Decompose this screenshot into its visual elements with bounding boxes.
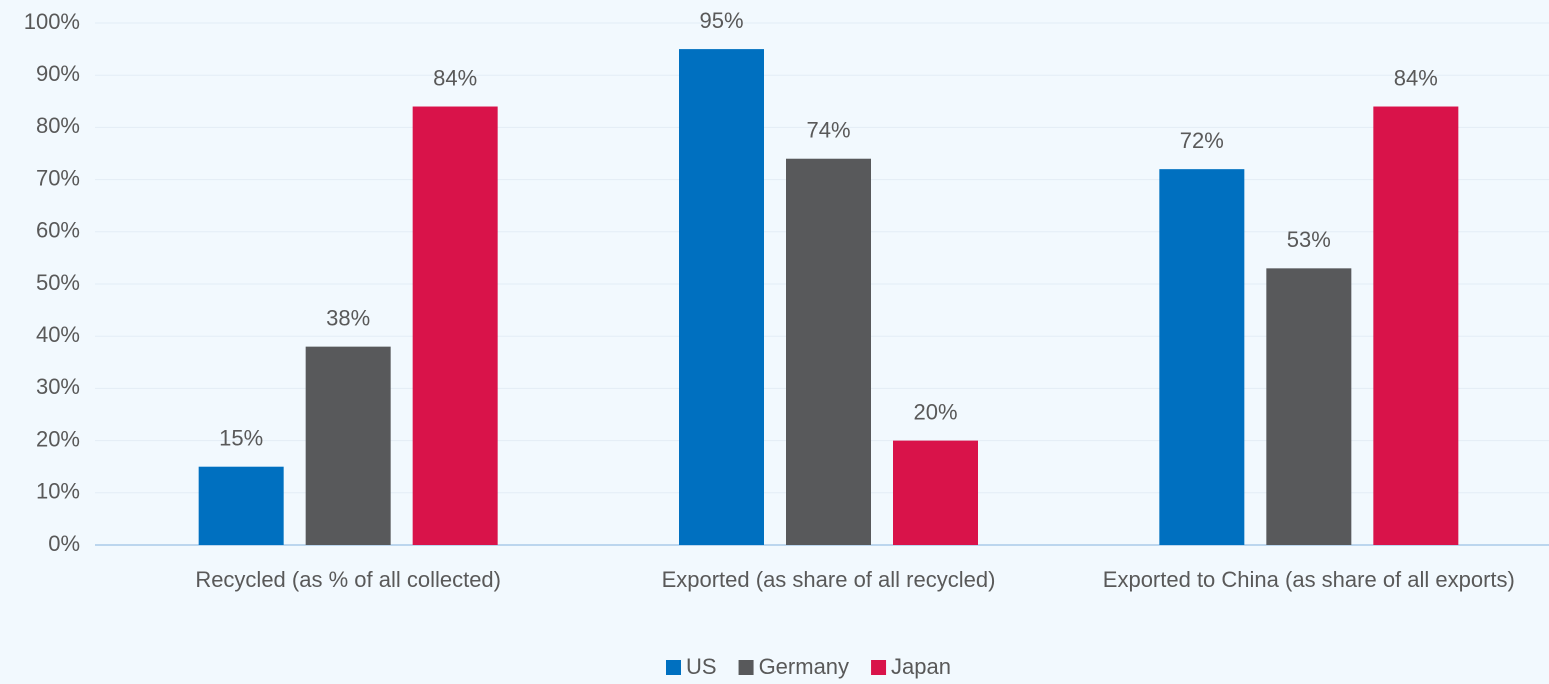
data-label: 84%: [433, 65, 477, 90]
bar: [786, 158, 871, 545]
y-tick-label: 50%: [36, 270, 80, 295]
data-label: 84%: [1394, 65, 1438, 90]
legend-swatch: [738, 660, 754, 675]
data-label: 15%: [219, 426, 263, 451]
legend-label: Germany: [759, 654, 849, 679]
bar: [1159, 169, 1245, 545]
bar: [1373, 106, 1459, 546]
data-label: 72%: [1180, 128, 1224, 153]
bar: [305, 346, 391, 545]
y-tick-label: 100%: [24, 9, 80, 34]
bar: [893, 440, 978, 545]
x-tick-label: Exported (as share of all recycled): [661, 567, 996, 592]
y-tick-label: 0%: [48, 531, 80, 556]
legend-swatch: [871, 660, 887, 675]
y-tick-label: 60%: [36, 218, 80, 243]
legend-label: Japan: [891, 654, 951, 679]
data-label: 53%: [1287, 227, 1331, 252]
data-label: 95%: [699, 8, 743, 33]
y-tick-label: 80%: [36, 113, 80, 138]
y-tick-label: 20%: [36, 426, 80, 451]
bar: [412, 106, 498, 546]
bar: [1266, 268, 1352, 545]
data-label: 38%: [326, 305, 370, 330]
y-tick-label: 30%: [36, 374, 80, 399]
legend-label: US: [686, 654, 717, 679]
y-tick-label: 10%: [36, 479, 80, 504]
legend-swatch: [666, 660, 681, 675]
bar: [198, 466, 284, 545]
y-tick-label: 40%: [36, 322, 80, 347]
data-label: 74%: [806, 118, 850, 143]
y-tick-label: 90%: [36, 61, 80, 86]
y-tick-label: 70%: [36, 165, 80, 190]
x-tick-label: Recycled (as % of all collected): [195, 567, 501, 592]
x-tick-label: Exported to China (as share of all expor…: [1102, 567, 1515, 592]
bar: [679, 49, 764, 545]
data-label: 20%: [913, 399, 957, 424]
